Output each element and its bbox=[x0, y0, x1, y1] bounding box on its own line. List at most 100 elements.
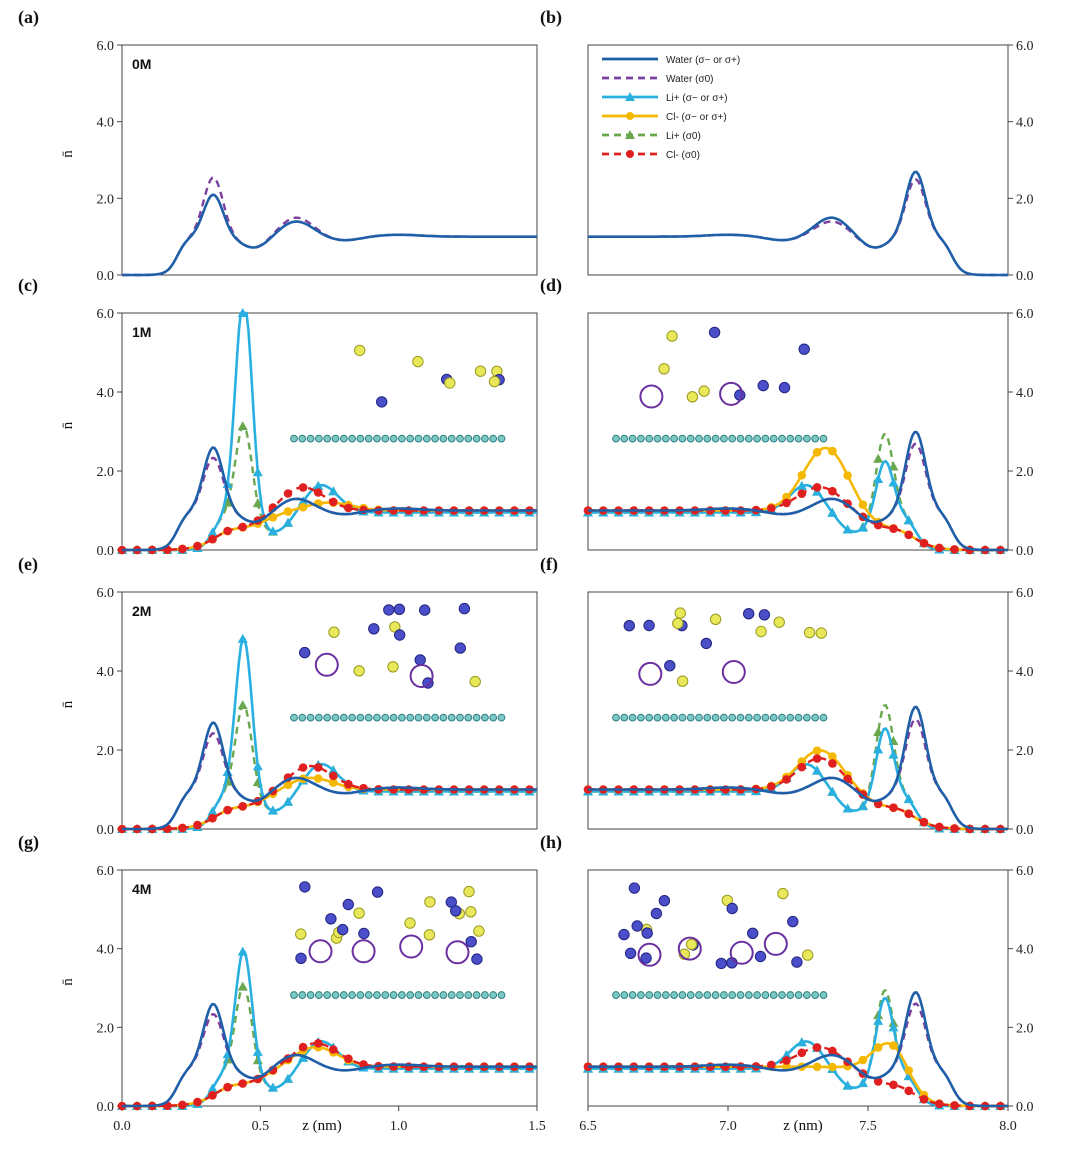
y-tick-label: 2.0 bbox=[97, 744, 115, 759]
(d)-graphene-atom bbox=[628, 434, 637, 443]
(e)-li-ion bbox=[458, 602, 471, 615]
(f)-graphene-atom bbox=[778, 713, 786, 722]
(h)-graphene-atom bbox=[612, 991, 620, 999]
panel-label: (e) bbox=[18, 554, 38, 575]
(c)-graphene-atom bbox=[464, 434, 473, 443]
(d)-graphene-atom bbox=[811, 434, 820, 443]
(g)-graphene-atom bbox=[323, 991, 332, 999]
(c)-graphene-atom bbox=[481, 434, 489, 443]
(g)-graphene-atom bbox=[315, 991, 323, 999]
(d)-cl_s0-point bbox=[950, 545, 959, 554]
(f)-graphene-atom bbox=[653, 713, 662, 722]
(d)-graphene-atom bbox=[769, 434, 778, 443]
(h)-axes-frame bbox=[587, 869, 1009, 1107]
(c)-graphene-atom bbox=[389, 434, 398, 443]
(h)-graphene-atom bbox=[670, 991, 678, 999]
(f)-cl_s0-point bbox=[828, 759, 837, 768]
(e)-graphene-atom bbox=[315, 713, 323, 722]
(h)-li-point bbox=[842, 1080, 853, 1090]
legend-marker bbox=[625, 130, 635, 139]
y-tick-label: 0.0 bbox=[1016, 823, 1034, 838]
(c)-cl_s0-point bbox=[193, 541, 202, 551]
(g)-graphene-atom bbox=[439, 991, 448, 999]
(c)-cl-point bbox=[268, 513, 278, 522]
(e)-li-line bbox=[122, 637, 537, 831]
(e)-graphene-atom bbox=[472, 713, 481, 722]
(c)-li-point bbox=[313, 480, 324, 490]
(c)-li-ion bbox=[376, 396, 388, 408]
(g)-li_s0-line bbox=[122, 985, 537, 1108]
y-axis-label: n̄ bbox=[60, 421, 76, 429]
(e)-cl_s0-point bbox=[238, 802, 247, 811]
(e)-graphene-atom bbox=[456, 713, 464, 722]
(e)-li-ion bbox=[368, 623, 380, 635]
(h)-cl-point bbox=[858, 1055, 868, 1065]
(f)-graphene-atom bbox=[670, 713, 678, 722]
(h)-cl-ion bbox=[685, 938, 698, 950]
(d)-graphene-atom bbox=[728, 434, 737, 443]
(f)-graphene-atom bbox=[703, 713, 712, 722]
(g)-cl-ion bbox=[404, 917, 416, 929]
(h)-graphene-atom bbox=[720, 991, 728, 999]
(f)-cl-ion bbox=[676, 675, 689, 687]
(e)-cl_s0-point bbox=[178, 823, 187, 833]
(h)-highlight-circle bbox=[677, 936, 702, 961]
y-tick-label: 6.0 bbox=[1016, 307, 1034, 322]
(e)-graphene-atom bbox=[373, 713, 381, 722]
(c)-graphene-atom bbox=[406, 434, 415, 443]
y-tick-label: 4.0 bbox=[97, 116, 115, 131]
(g)-li-ion bbox=[299, 881, 311, 893]
(a)-axes-frame bbox=[121, 44, 538, 276]
(d)-li-point bbox=[857, 522, 868, 532]
(c)-graphene-atom bbox=[381, 434, 390, 443]
(f)-graphene-atom bbox=[769, 713, 778, 722]
(e)-li-ion bbox=[299, 646, 311, 659]
(c)-graphene-atom bbox=[447, 434, 456, 443]
(e)-graphene-atom bbox=[398, 713, 406, 722]
(f)-graphene-atom bbox=[794, 713, 803, 722]
(c)-cl_s0-point bbox=[178, 544, 187, 554]
y-tick-label: 0.0 bbox=[97, 544, 115, 559]
(f)-highlight-circle bbox=[721, 660, 746, 684]
(d)-cl_s0-point bbox=[935, 543, 944, 553]
(d)-li-point bbox=[873, 474, 884, 484]
(h)-highlight-circle bbox=[637, 942, 662, 967]
(h)-li-ion bbox=[726, 902, 738, 915]
panel-c bbox=[117, 308, 538, 555]
(f)-li-point bbox=[873, 744, 884, 754]
(f)-graphene-atom bbox=[620, 713, 629, 722]
(d)-graphene-atom bbox=[761, 434, 770, 443]
(e)-highlight-circle bbox=[409, 664, 434, 688]
(d)-cl-point bbox=[797, 470, 807, 480]
(g)-li-line bbox=[122, 950, 537, 1108]
(g)-graphene-atom bbox=[331, 991, 340, 999]
(a)-water_s0-line bbox=[122, 176, 537, 277]
(h)-graphene-atom bbox=[811, 991, 820, 999]
(h)-li-ion bbox=[650, 907, 663, 920]
legend-marker bbox=[625, 92, 635, 101]
(h)-li-point bbox=[796, 1037, 807, 1047]
(h)-graphene-atom bbox=[819, 991, 828, 999]
(c)-li_s0-point bbox=[237, 421, 248, 431]
(h)-li-ion bbox=[787, 915, 799, 928]
(g)-graphene-atom bbox=[339, 991, 348, 999]
(h)-li-ion bbox=[715, 957, 727, 970]
legend-marker bbox=[626, 150, 634, 158]
(h)-graphene-atom bbox=[753, 991, 761, 999]
(e)-cl_s0-point bbox=[223, 805, 232, 815]
(e)-graphene-atom bbox=[290, 713, 298, 722]
y-tick-label: 6.0 bbox=[1016, 39, 1034, 54]
(e)-cl-line bbox=[122, 776, 537, 831]
(h)-li-ion bbox=[747, 927, 759, 939]
(e)-li-point bbox=[267, 805, 278, 815]
(h)-li-ion bbox=[791, 956, 803, 968]
(c)-cl-ion bbox=[412, 355, 424, 368]
(f)-graphene-atom bbox=[803, 713, 811, 722]
(h)-cl_s0-point bbox=[950, 1101, 959, 1110]
(f)-graphene-atom bbox=[761, 713, 770, 722]
(f)-cl-point bbox=[828, 752, 837, 761]
(g)-cl-ion bbox=[295, 928, 307, 940]
(d)-cl_s0-point bbox=[797, 489, 807, 499]
y-tick-label: 4.0 bbox=[1016, 116, 1034, 131]
(h)-graphene-atom bbox=[628, 991, 637, 999]
